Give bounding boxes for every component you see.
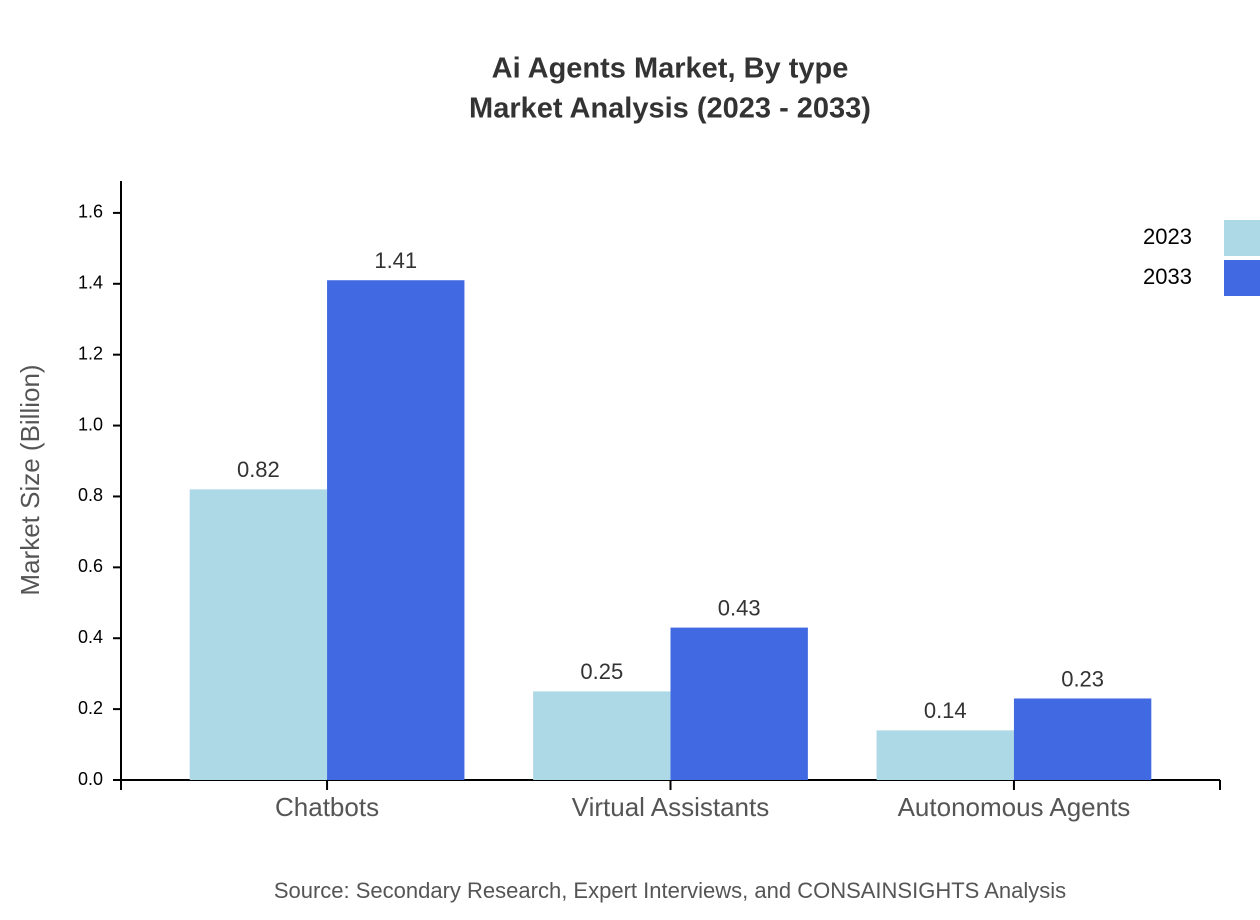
y-tick-label: 1.4 bbox=[78, 273, 103, 293]
bar bbox=[189, 489, 328, 780]
bar bbox=[1013, 698, 1152, 780]
x-tick-label: Autonomous Agents bbox=[898, 792, 1131, 822]
data-label: 1.41 bbox=[374, 248, 417, 273]
chart-title: Ai Agents Market, By type bbox=[492, 53, 849, 85]
x-tick-label: Chatbots bbox=[275, 792, 379, 822]
x-tick-label: Virtual Assistants bbox=[572, 792, 770, 822]
data-label: 0.25 bbox=[580, 659, 623, 684]
y-tick-label: 1.6 bbox=[78, 202, 103, 222]
legend-label: 2033 bbox=[1143, 264, 1192, 289]
bar bbox=[670, 627, 808, 780]
y-tick-label: 1.2 bbox=[78, 343, 103, 363]
data-label: 0.43 bbox=[718, 595, 761, 620]
y-tick-label: 0.2 bbox=[78, 698, 103, 718]
bar bbox=[533, 691, 671, 780]
data-label: 0.14 bbox=[924, 698, 967, 723]
source-note: Source: Secondary Research, Expert Inter… bbox=[274, 878, 1066, 903]
chart-subtitle: Market Analysis (2023 - 2033) bbox=[469, 93, 871, 125]
y-tick-label: 1.0 bbox=[78, 414, 103, 434]
y-tick-label: 0.4 bbox=[78, 627, 103, 647]
bar bbox=[876, 730, 1014, 780]
data-label: 0.82 bbox=[237, 457, 280, 482]
y-tick-label: 0.6 bbox=[78, 556, 103, 576]
bar bbox=[327, 280, 465, 780]
y-tick-label: 0.8 bbox=[78, 485, 103, 505]
y-axis-label: Market Size (Billion) bbox=[15, 364, 45, 595]
data-label: 0.23 bbox=[1061, 666, 1104, 691]
legend-swatch bbox=[1224, 260, 1260, 296]
legend-swatch bbox=[1224, 220, 1260, 256]
y-tick-label: 0.0 bbox=[78, 769, 103, 789]
legend-label: 2023 bbox=[1143, 224, 1192, 249]
